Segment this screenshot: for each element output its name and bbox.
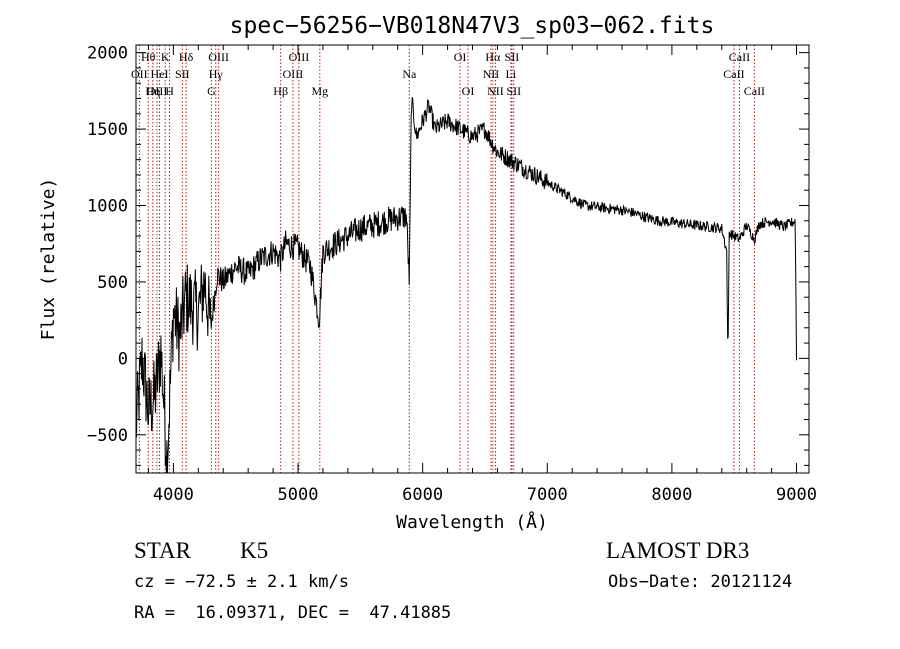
line-label: Hα [485,50,501,64]
line-label: OII [131,67,148,81]
line-label: Hβ [273,84,288,98]
line-label: Mg [311,84,328,98]
spectrum-line [135,96,797,474]
y-tick-label: −500 [87,426,128,446]
line-label: Na [402,67,417,81]
survey-name: LAMOST DR3 [606,538,750,563]
spectrum-series [135,96,797,474]
x-axis-label: Wavelength (Å) [396,511,548,533]
line-label: OIII [289,50,310,64]
line-label: Li [506,67,517,81]
line-label: CaII [744,84,765,98]
redshift-cz: cz = −72.5 ± 2.1 km/s [134,572,349,592]
y-tick-label: 1000 [87,197,128,217]
x-axis: 4000 5000 6000 7000 8000 9000 [147,45,817,505]
y-tick-label: 0 [118,349,128,369]
line-label: CaII [723,67,744,81]
object-subclass: K5 [240,538,269,563]
line-label: G [207,84,216,98]
y-tick-label: 2000 [87,44,128,64]
line-label: Hη [145,84,160,98]
observation-date: Obs−Date: 20121124 [608,572,793,592]
line-label: SII [175,67,190,81]
y-axis-label: Flux (relative) [38,178,59,341]
line-label: Hθ [141,50,156,64]
line-label: Hγ [209,67,224,81]
x-tick-label: 6000 [402,485,443,505]
y-tick-label: 1500 [87,120,128,140]
line-label: OI [454,50,467,64]
line-label: CaII [729,50,750,64]
line-label: SII [505,50,520,64]
plot-frame [135,44,810,474]
object-class: STAR [134,538,191,563]
y-tick-label: 500 [97,273,128,293]
line-label: NII [483,67,500,81]
x-tick-label: 8000 [651,485,692,505]
spectral-line-markers [138,45,755,473]
line-label: NII [487,84,504,98]
x-tick-label: 5000 [278,485,319,505]
line-label: K [161,50,170,64]
line-label: OIII [208,50,229,64]
y-axis: −500 0 500 1000 1500 2000 [87,44,809,466]
x-tick-label: 9000 [776,485,817,505]
ra-dec-coordinates: RA = 16.09371, DEC = 47.41885 [134,603,452,623]
chart-title: spec−56256−VB018N47V3_sp03−062.fits [230,13,715,39]
x-tick-label: 4000 [153,485,194,505]
x-tick-label: 7000 [527,485,568,505]
line-label: Hδ [179,50,194,64]
line-label: OIII [283,67,304,81]
line-label: H [165,84,174,98]
line-label: HeI [151,67,169,81]
line-label: OI [462,84,475,98]
line-label: OIII [147,84,168,98]
line-label: SII [506,84,521,98]
